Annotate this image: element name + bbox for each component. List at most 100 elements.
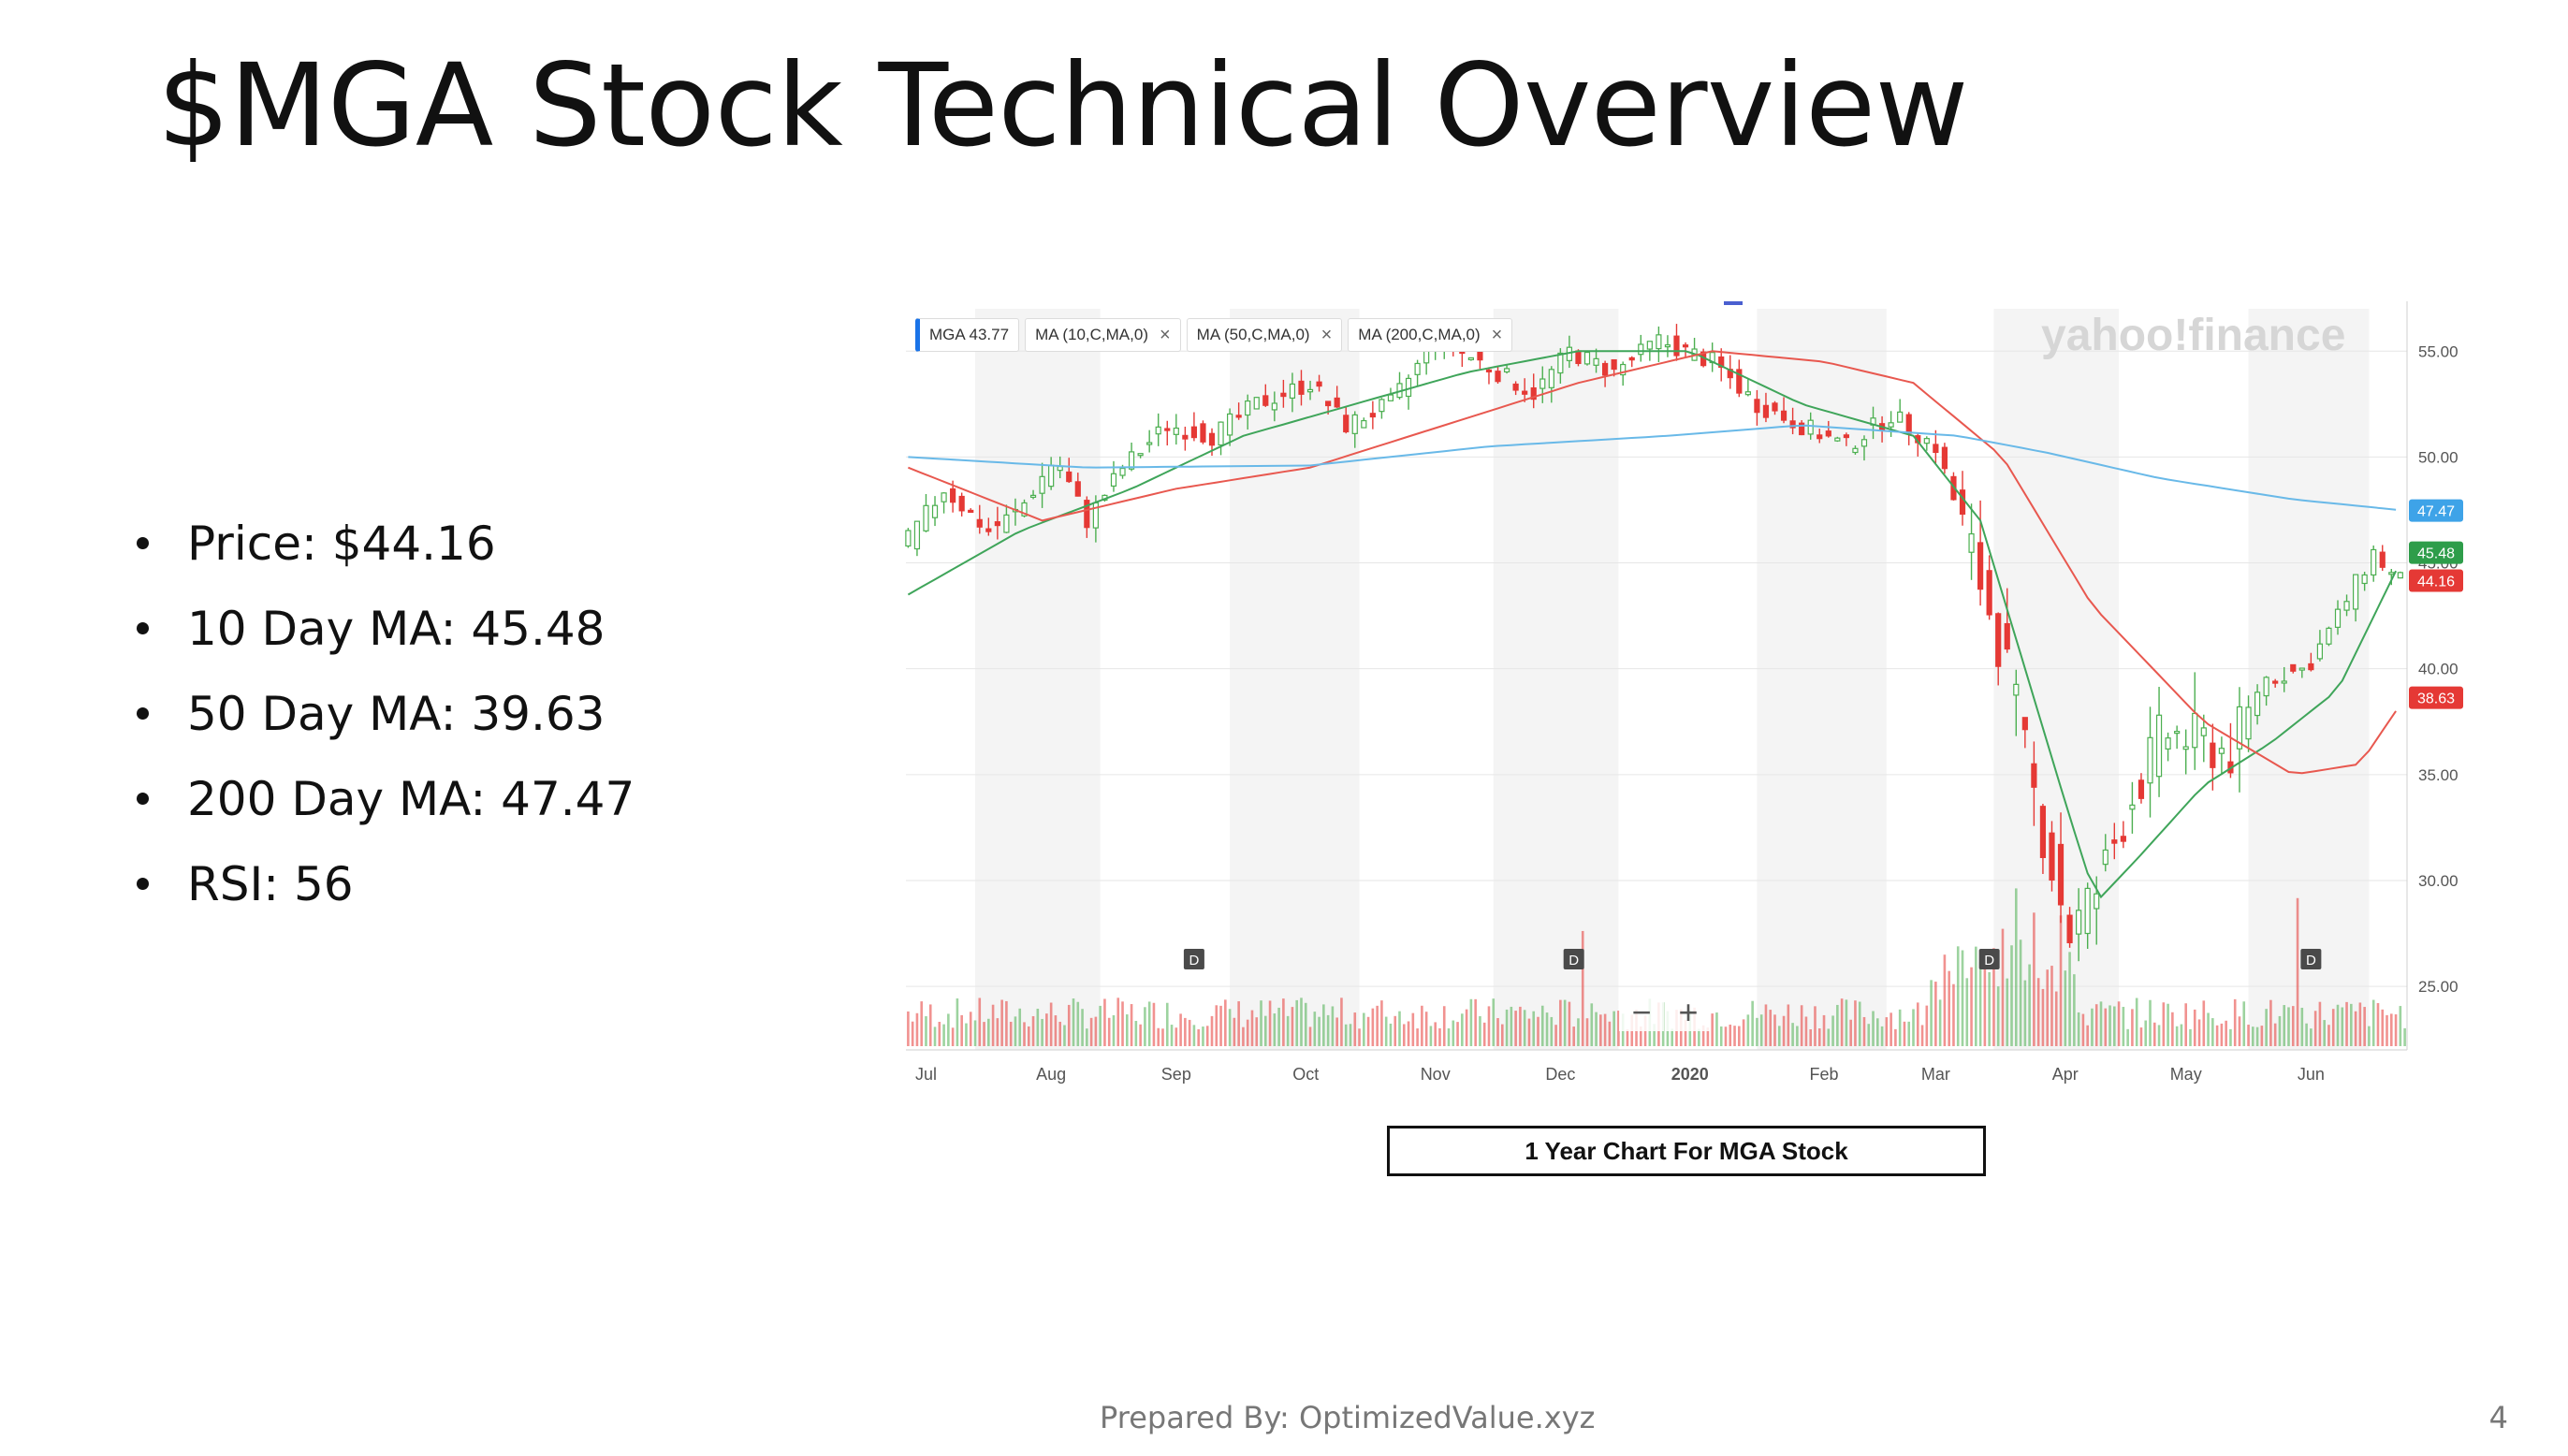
volume-bar xyxy=(2077,1012,2080,1046)
volume-bar xyxy=(1144,1007,1146,1046)
volume-bar xyxy=(1197,1028,1200,1046)
zoom-in-button[interactable]: + xyxy=(1666,993,1711,1031)
page-number: 4 xyxy=(2488,1400,2508,1435)
close-icon[interactable]: × xyxy=(1159,324,1171,345)
chart-caption: 1 Year Chart For MGA Stock xyxy=(1387,1126,1986,1176)
volume-bar xyxy=(960,1014,963,1046)
volume-bar xyxy=(1791,1023,1794,1046)
x-tick-label: Dec xyxy=(1545,1065,1575,1084)
candle-body xyxy=(2298,667,2305,671)
volume-bar xyxy=(2260,1026,2264,1046)
legend-chip-ma50[interactable]: MA (50,C,MA,0) × xyxy=(1186,318,1343,352)
volume-bar xyxy=(2327,1025,2330,1046)
volume-bar xyxy=(1671,1028,1674,1046)
volume-bar xyxy=(2091,1008,2094,1046)
candle-body xyxy=(2066,914,2073,944)
volume-bar xyxy=(2242,1001,2246,1046)
volume-bar xyxy=(1393,1015,1397,1046)
volume-bar xyxy=(1975,946,1977,1046)
volume-bar xyxy=(2019,939,2022,1046)
volume-bar xyxy=(1407,1021,1410,1046)
volume-bar xyxy=(983,1022,985,1046)
volume-bar xyxy=(1527,1018,1531,1046)
candle-body xyxy=(2049,832,2055,881)
legend-chip-price[interactable]: MGA 43.77 xyxy=(915,318,1020,352)
volume-bar xyxy=(1344,1024,1348,1046)
volume-bar xyxy=(2006,978,2009,1046)
candle-body xyxy=(1405,377,1412,398)
volume-bar xyxy=(1612,1011,1615,1046)
stock-chart[interactable]: 25.0030.0035.0040.0045.0050.0055.00JulAu… xyxy=(904,301,2482,1097)
volume-bar xyxy=(1005,1000,1008,1046)
volume-bar xyxy=(2310,1028,2313,1046)
candle-body xyxy=(1682,344,1689,348)
legend-chip-ma200[interactable]: MA (200,C,MA,0) × xyxy=(1348,318,1513,352)
volume-bar xyxy=(1817,1028,1821,1046)
volume-bar xyxy=(2023,980,2027,1046)
volume-bar xyxy=(2028,964,2031,1046)
candle-body xyxy=(1664,344,1671,348)
candle-body xyxy=(1190,426,1198,439)
volume-bar xyxy=(1130,1004,1133,1046)
volume-bar xyxy=(1822,1014,1826,1046)
volume-bar xyxy=(2283,1005,2286,1046)
volume-bar xyxy=(1157,1027,1160,1046)
candle-body xyxy=(968,509,974,514)
volume-bar xyxy=(987,1018,990,1046)
volume-bar xyxy=(938,1022,941,1046)
volume-bar xyxy=(2104,1008,2108,1046)
candle-body xyxy=(1414,362,1421,375)
volume-bar xyxy=(1988,971,1991,1046)
volume-bar xyxy=(1523,1010,1526,1046)
volume-bar xyxy=(1872,1011,1875,1046)
close-icon[interactable]: × xyxy=(1491,324,1503,345)
candle-body xyxy=(1977,542,1984,590)
volume-bar xyxy=(1943,954,1947,1046)
candle-body xyxy=(1736,369,1743,394)
volume-bar xyxy=(920,1001,924,1046)
volume-bar xyxy=(2171,1012,2174,1046)
badge-ma10: 45.48 xyxy=(2417,546,2455,562)
volume-bar xyxy=(1724,1026,1728,1046)
candle-body xyxy=(1860,439,1868,447)
bullet-dot-icon xyxy=(137,537,149,549)
candle-body xyxy=(931,504,939,518)
volume-bar xyxy=(1831,1015,1834,1046)
candle-body xyxy=(1316,381,1322,387)
volume-bar xyxy=(1996,986,2000,1046)
volume-bar xyxy=(1456,1022,1459,1046)
volume-bar xyxy=(1827,1028,1831,1046)
zoom-out-button[interactable]: − xyxy=(1619,993,1664,1031)
volume-bar xyxy=(2135,997,2138,1046)
volume-bar xyxy=(1880,1026,1884,1046)
candle-body xyxy=(1772,402,1778,412)
ma50-line xyxy=(908,350,2397,775)
candle-body xyxy=(1512,383,1519,391)
x-tick-label: May xyxy=(2170,1065,2202,1084)
candle-body xyxy=(1575,350,1582,365)
candle-body xyxy=(985,528,992,532)
volume-bar xyxy=(1684,1019,1687,1046)
legend-chip-ma10[interactable]: MA (10,C,MA,0) × xyxy=(1025,318,1181,352)
volume-bar xyxy=(2354,1011,2357,1046)
volume-bar xyxy=(1277,1007,1280,1046)
volume-bar xyxy=(1595,1012,1598,1046)
volume-bar xyxy=(1215,1005,1218,1046)
volume-bar xyxy=(1898,1009,1902,1046)
candle-body xyxy=(2111,839,2118,844)
candle-body xyxy=(2102,849,2108,866)
volume-bar xyxy=(1930,980,1933,1046)
volume-bar xyxy=(1469,998,1473,1046)
candle-body xyxy=(1325,400,1332,407)
volume-bar xyxy=(2180,1024,2183,1046)
candle-body xyxy=(2272,680,2279,684)
volume-bar xyxy=(1742,1019,1745,1046)
volume-bar xyxy=(1242,1026,1245,1046)
volume-bar xyxy=(1326,1014,1330,1046)
candle-body xyxy=(2308,662,2314,671)
volume-bar xyxy=(2099,1001,2103,1046)
volume-bar xyxy=(1380,1000,1383,1046)
close-icon[interactable]: × xyxy=(1320,324,1333,345)
zoom-controls: − + xyxy=(1619,993,1711,1031)
volume-bar xyxy=(1161,1028,1164,1046)
